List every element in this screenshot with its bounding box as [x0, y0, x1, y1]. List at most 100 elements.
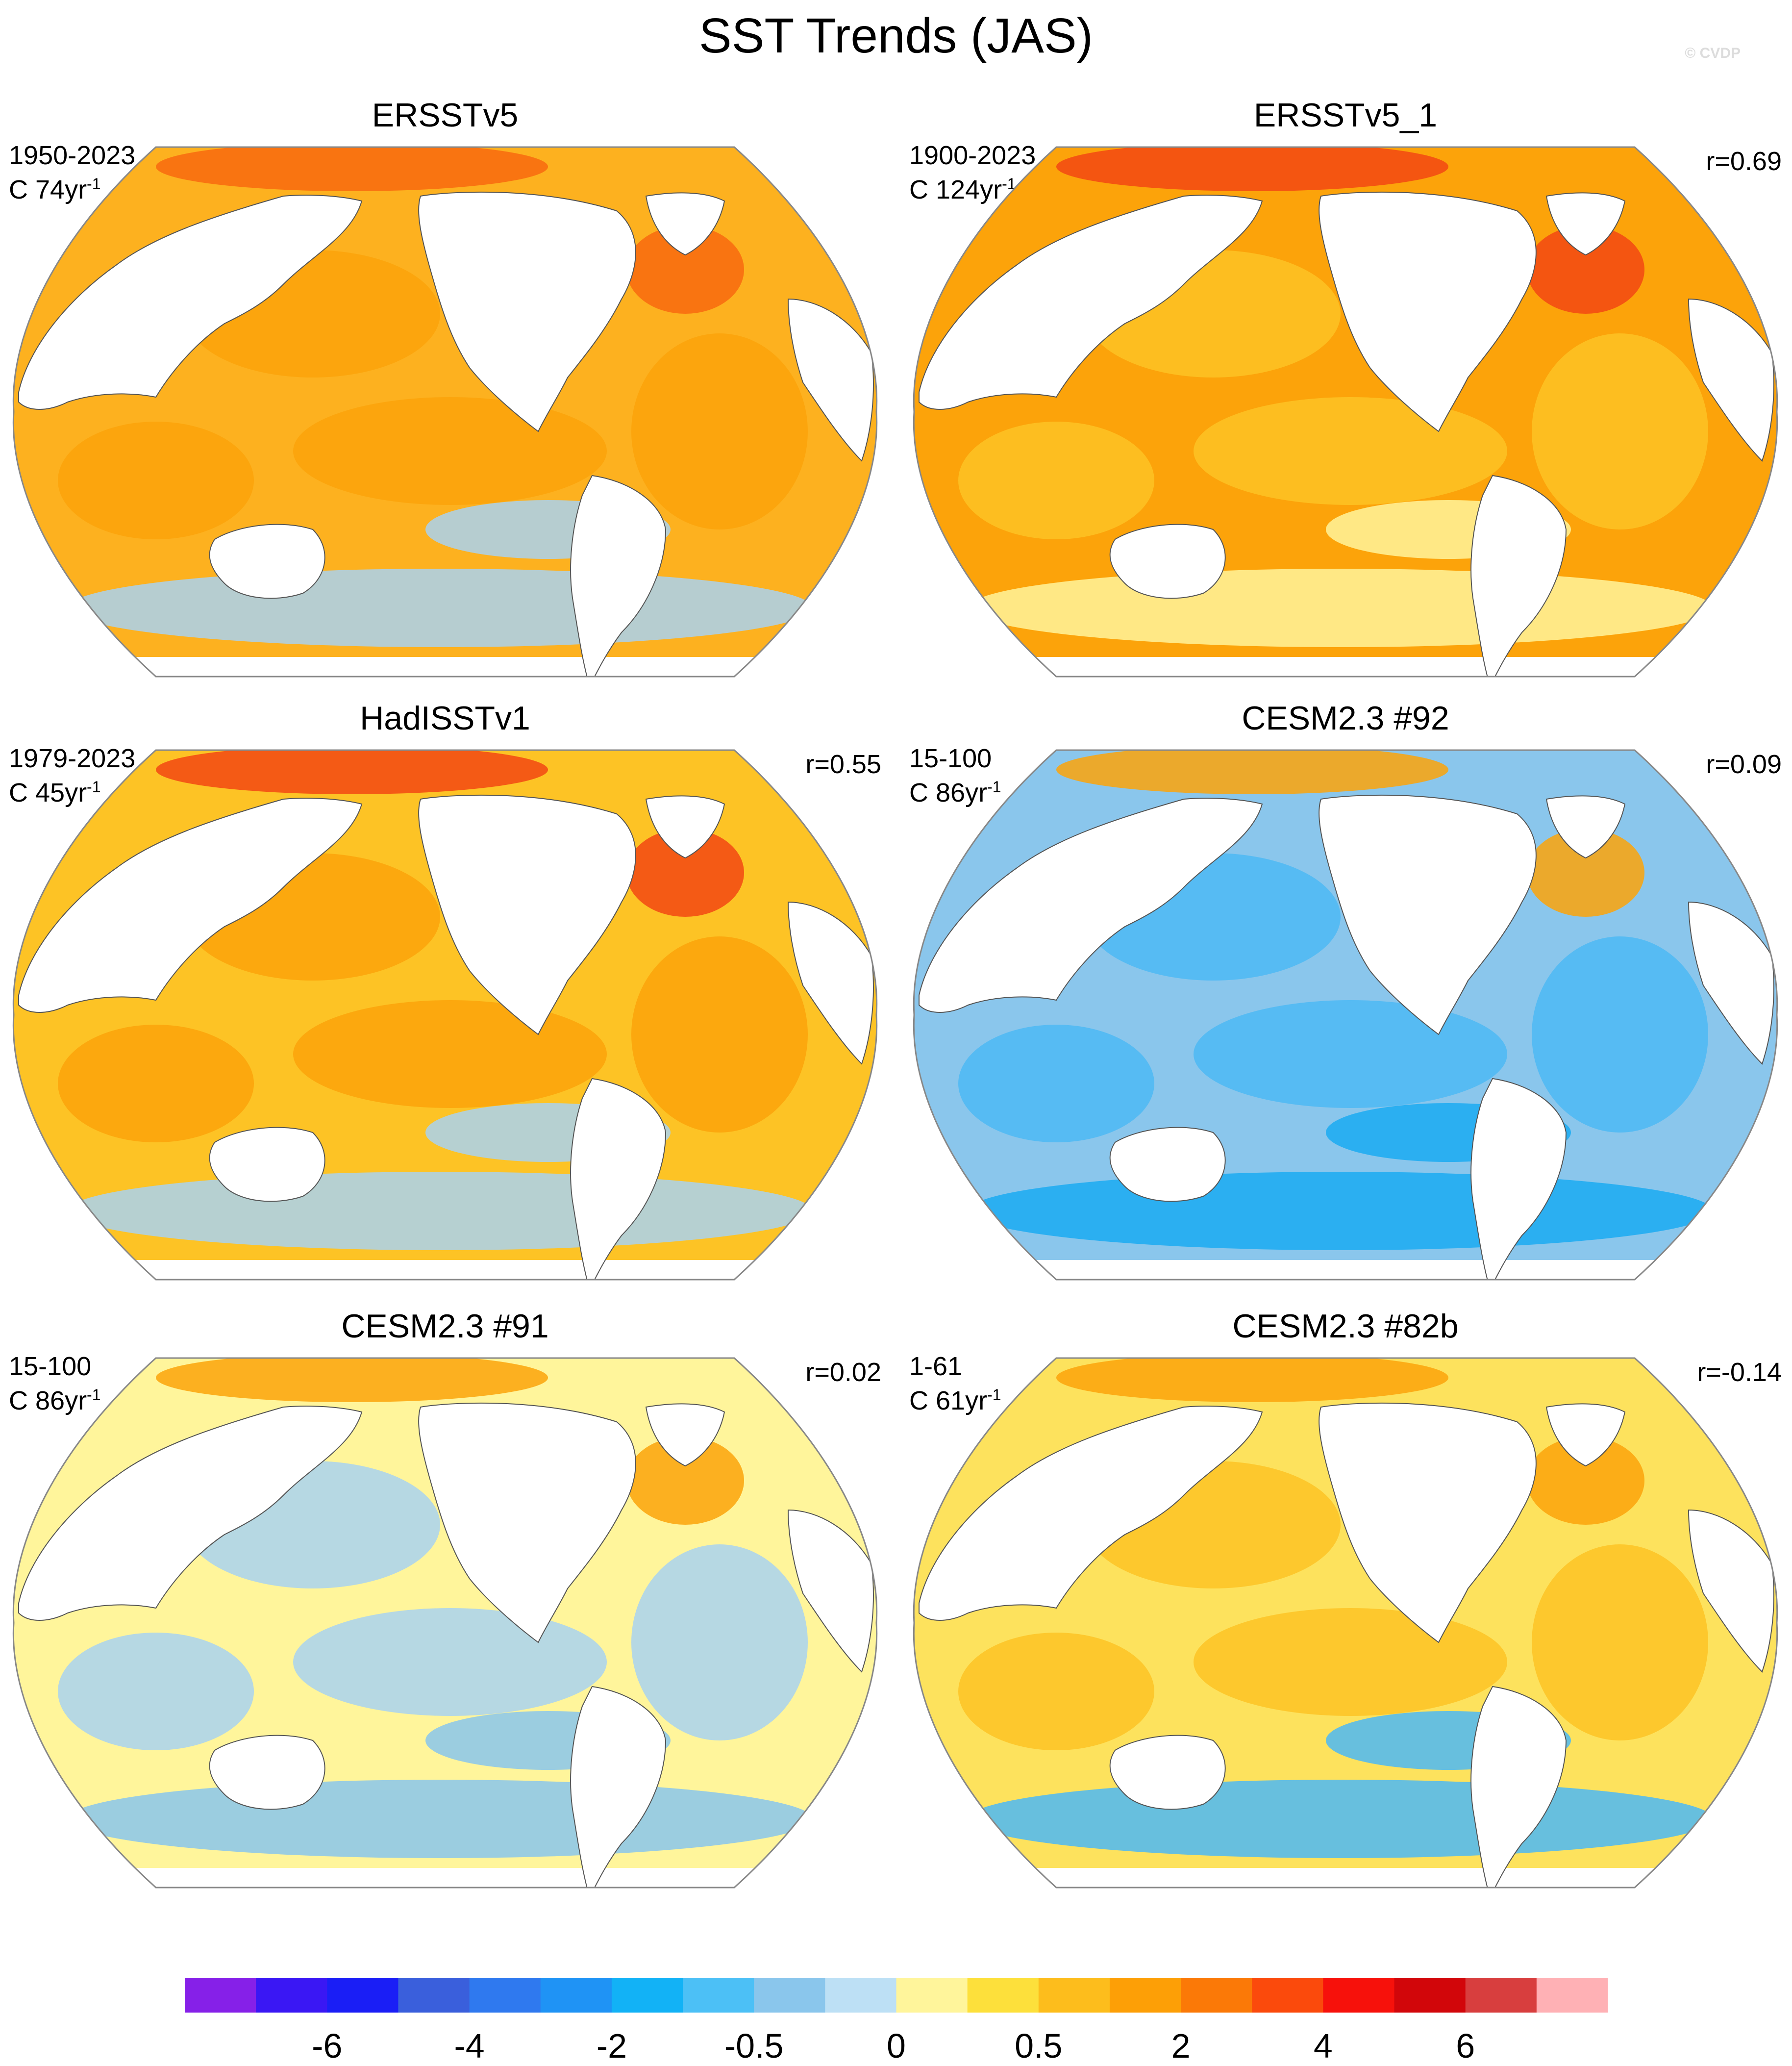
antarctica-land — [914, 657, 1777, 677]
land-mask — [18, 1406, 363, 1621]
map-panel: HadISSTv1 1979-2023 C 45yr-1 r=0.55 — [9, 699, 881, 1302]
colorbar-swatch — [896, 1978, 968, 2013]
trend-region — [1527, 226, 1644, 314]
land-mask — [645, 192, 725, 256]
antarctica-land — [13, 1868, 877, 1888]
map-plot — [913, 146, 1778, 678]
colorbar-tick-label: 2 — [1171, 2027, 1191, 2065]
trend-region — [1194, 1608, 1507, 1716]
panel-period: 1979-2023 — [9, 744, 136, 773]
map-panel: ERSSTv5_1 1900-2023 C 124yr-1 r=0.69 — [909, 96, 1782, 699]
colorbar-swatch — [327, 1978, 398, 2013]
map-panel: CESM2.3 #92 15-100 C 86yr-1 r=0.09 — [909, 699, 1782, 1302]
trend-region — [1527, 829, 1644, 917]
map-plot — [913, 749, 1778, 1281]
trend-region — [156, 1358, 548, 1402]
trend-region — [631, 936, 808, 1133]
land-mask — [1545, 1403, 1626, 1467]
land-mask — [1470, 1686, 1567, 1888]
land-mask — [787, 298, 874, 462]
trend-region — [68, 1780, 813, 1858]
trend-region — [58, 1025, 254, 1142]
colorbar-tick-label: 0.5 — [1015, 2027, 1063, 2065]
land-mask — [418, 794, 636, 1035]
colorbar-swatch — [1465, 1978, 1537, 2013]
trend-region — [958, 422, 1154, 539]
land-mask — [209, 1735, 325, 1810]
colorbar-swatch — [1109, 1978, 1181, 2013]
trend-region — [58, 1633, 254, 1750]
land-mask — [1109, 524, 1226, 599]
land-mask — [645, 795, 725, 859]
colorbar-swatch — [683, 1978, 754, 2013]
trend-region — [626, 1436, 744, 1525]
colorbar-swatch — [1323, 1978, 1395, 2013]
map-plot — [12, 1357, 878, 1889]
land-mask — [1319, 1402, 1537, 1643]
panel-period: 15-100 — [9, 1352, 92, 1381]
panel-units: C 124yr-1 — [909, 175, 1016, 204]
panel-units: C 61yr-1 — [909, 1386, 1001, 1415]
trend-region — [1194, 397, 1507, 505]
panel-units: C 45yr-1 — [9, 778, 101, 807]
colorbar-swatch — [540, 1978, 612, 2013]
trend-region — [958, 1025, 1154, 1142]
trend-region — [68, 1172, 813, 1250]
figure-title: SST Trends (JAS) — [699, 8, 1093, 63]
trend-region — [293, 1000, 607, 1108]
trend-region — [1056, 750, 1448, 794]
map-border — [913, 146, 1778, 678]
antarctica-land — [914, 1260, 1777, 1280]
land-mask — [209, 1127, 325, 1202]
colorbar-swatch — [611, 1978, 683, 2013]
panel-period: 1900-2023 — [909, 141, 1036, 170]
colorbar-tick-label: 4 — [1313, 2027, 1333, 2065]
colorbar-tick-label: -2 — [596, 2027, 627, 2065]
land-mask — [1319, 191, 1537, 432]
antarctica-land — [13, 657, 877, 677]
map-plot — [12, 749, 878, 1281]
land-mask — [570, 1078, 667, 1280]
panel-title: ERSSTv5 — [372, 97, 519, 134]
cvdp-watermark: © CVDP — [1685, 45, 1741, 61]
pattern-correlation: r=0.69 — [1706, 147, 1782, 176]
trend-region — [156, 750, 548, 794]
land-mask — [1688, 1509, 1774, 1673]
land-mask — [570, 475, 667, 677]
land-mask — [18, 195, 363, 410]
trend-region — [293, 1608, 607, 1716]
land-mask — [919, 1406, 1263, 1621]
trend-region — [626, 829, 744, 917]
trend-region — [968, 1780, 1713, 1858]
land-mask — [209, 524, 325, 599]
trend-region — [1532, 333, 1708, 529]
land-mask — [570, 1686, 667, 1888]
land-mask — [919, 798, 1263, 1013]
land-mask — [787, 1509, 874, 1673]
trend-region — [58, 422, 254, 539]
colorbar-tick-label: -6 — [312, 2027, 343, 2065]
colorbar-swatch — [1536, 1978, 1608, 2013]
map-border — [12, 749, 878, 1281]
trend-region — [631, 1544, 808, 1740]
land-mask — [1470, 475, 1567, 677]
trend-region — [1194, 1000, 1507, 1108]
colorbar-swatch — [1252, 1978, 1323, 2013]
land-mask — [1545, 795, 1626, 859]
land-mask — [1109, 1735, 1226, 1810]
colorbar-swatch — [967, 1978, 1039, 2013]
colorbar-swatch — [825, 1978, 896, 2013]
land-mask — [919, 195, 1263, 410]
panel-units: C 86yr-1 — [909, 778, 1001, 807]
trend-region — [68, 569, 813, 647]
colorbar-tick-label: -4 — [454, 2027, 485, 2065]
land-mask — [1688, 298, 1774, 462]
panel-units: C 86yr-1 — [9, 1386, 101, 1415]
colorbar-swatch — [469, 1978, 541, 2013]
panel-title: CESM2.3 #91 — [341, 1308, 549, 1345]
map-panel: ERSSTv5 1950-2023 C 74yr-1 — [9, 96, 881, 699]
map-border — [12, 146, 878, 678]
panel-title: ERSSTv5_1 — [1253, 97, 1438, 134]
pattern-correlation: r=0.55 — [805, 750, 881, 779]
panel-title: CESM2.3 #82b — [1232, 1308, 1459, 1345]
